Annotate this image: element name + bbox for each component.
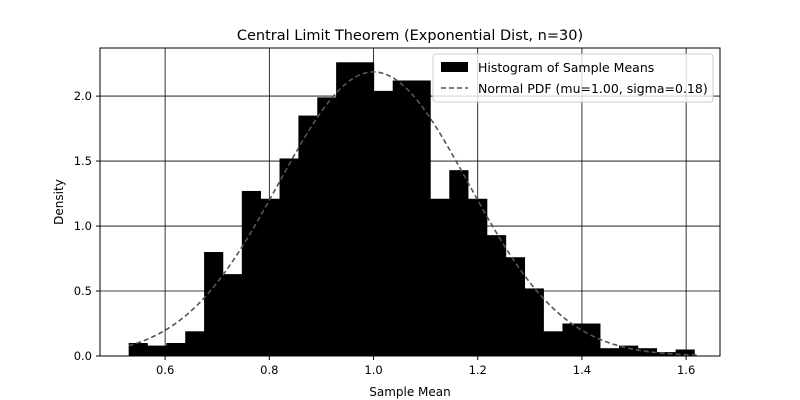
histogram-bar [354, 62, 375, 357]
histogram-bar [524, 288, 544, 356]
legend-box [432, 53, 714, 103]
x-tick-label: 1.2 [469, 363, 487, 377]
histogram-bar [487, 235, 507, 356]
histogram-bar [222, 274, 243, 356]
histogram-bars [128, 62, 695, 357]
histogram-bar [128, 343, 148, 356]
x-tick-label: 0.6 [156, 363, 174, 377]
histogram-bar [619, 345, 639, 356]
histogram-bar [543, 331, 563, 356]
histogram-bar [279, 158, 299, 356]
histogram-bar [562, 323, 582, 356]
y-tick-label: 0.5 [74, 284, 92, 298]
y-axis-label: Density [52, 179, 66, 225]
histogram-bar [298, 115, 318, 356]
histogram-bar [336, 62, 356, 357]
histogram-bar [185, 331, 205, 356]
histogram-bar [411, 80, 431, 357]
y-tick-label: 2.0 [74, 89, 92, 103]
histogram-bar [468, 198, 488, 356]
y-tick-label: 0.0 [74, 349, 92, 363]
histogram-bar [581, 323, 601, 356]
chart-title: Central Limit Theorem (Exponential Dist,… [237, 28, 583, 44]
plot-frame [99, 47, 721, 357]
legend-histogram-label: Histogram of Sample Means [478, 60, 654, 75]
x-tick-label: 0.8 [260, 363, 278, 377]
y-tick-label: 1.5 [74, 154, 92, 168]
x-tick-label: 1.4 [573, 363, 591, 377]
histogram-bar [204, 252, 224, 356]
histogram-bar [675, 349, 695, 356]
histogram-bar [241, 190, 261, 356]
y-ticks: 0.0 0.5 1.0 1.5 2.0 [74, 89, 100, 363]
x-tick-label: 1.0 [364, 363, 382, 377]
normal-pdf-curve [128, 71, 697, 356]
histogram-bar [392, 80, 412, 357]
x-ticks: 0.6 0.8 1.0 1.2 1.4 1.6 [156, 356, 695, 377]
legend-histogram-swatch [441, 62, 468, 72]
histogram-bar [147, 345, 167, 356]
legend: Histogram of Sample Means Normal PDF (mu… [432, 53, 714, 103]
x-axis-label: Sample Mean [369, 385, 451, 399]
histogram-bar [656, 352, 676, 356]
histogram-bar [600, 348, 620, 356]
histogram-bar [505, 257, 526, 356]
histogram-bar [449, 170, 469, 356]
histogram-bar [260, 198, 280, 356]
histogram-bar [317, 97, 337, 356]
histogram-bar [166, 343, 186, 356]
histogram-bar [373, 90, 394, 356]
histogram-bar [430, 198, 450, 356]
x-tick-label: 1.6 [677, 363, 695, 377]
y-tick-label: 1.0 [74, 219, 92, 233]
legend-pdf-label: Normal PDF (mu=1.00, sigma=0.18) [478, 81, 708, 96]
